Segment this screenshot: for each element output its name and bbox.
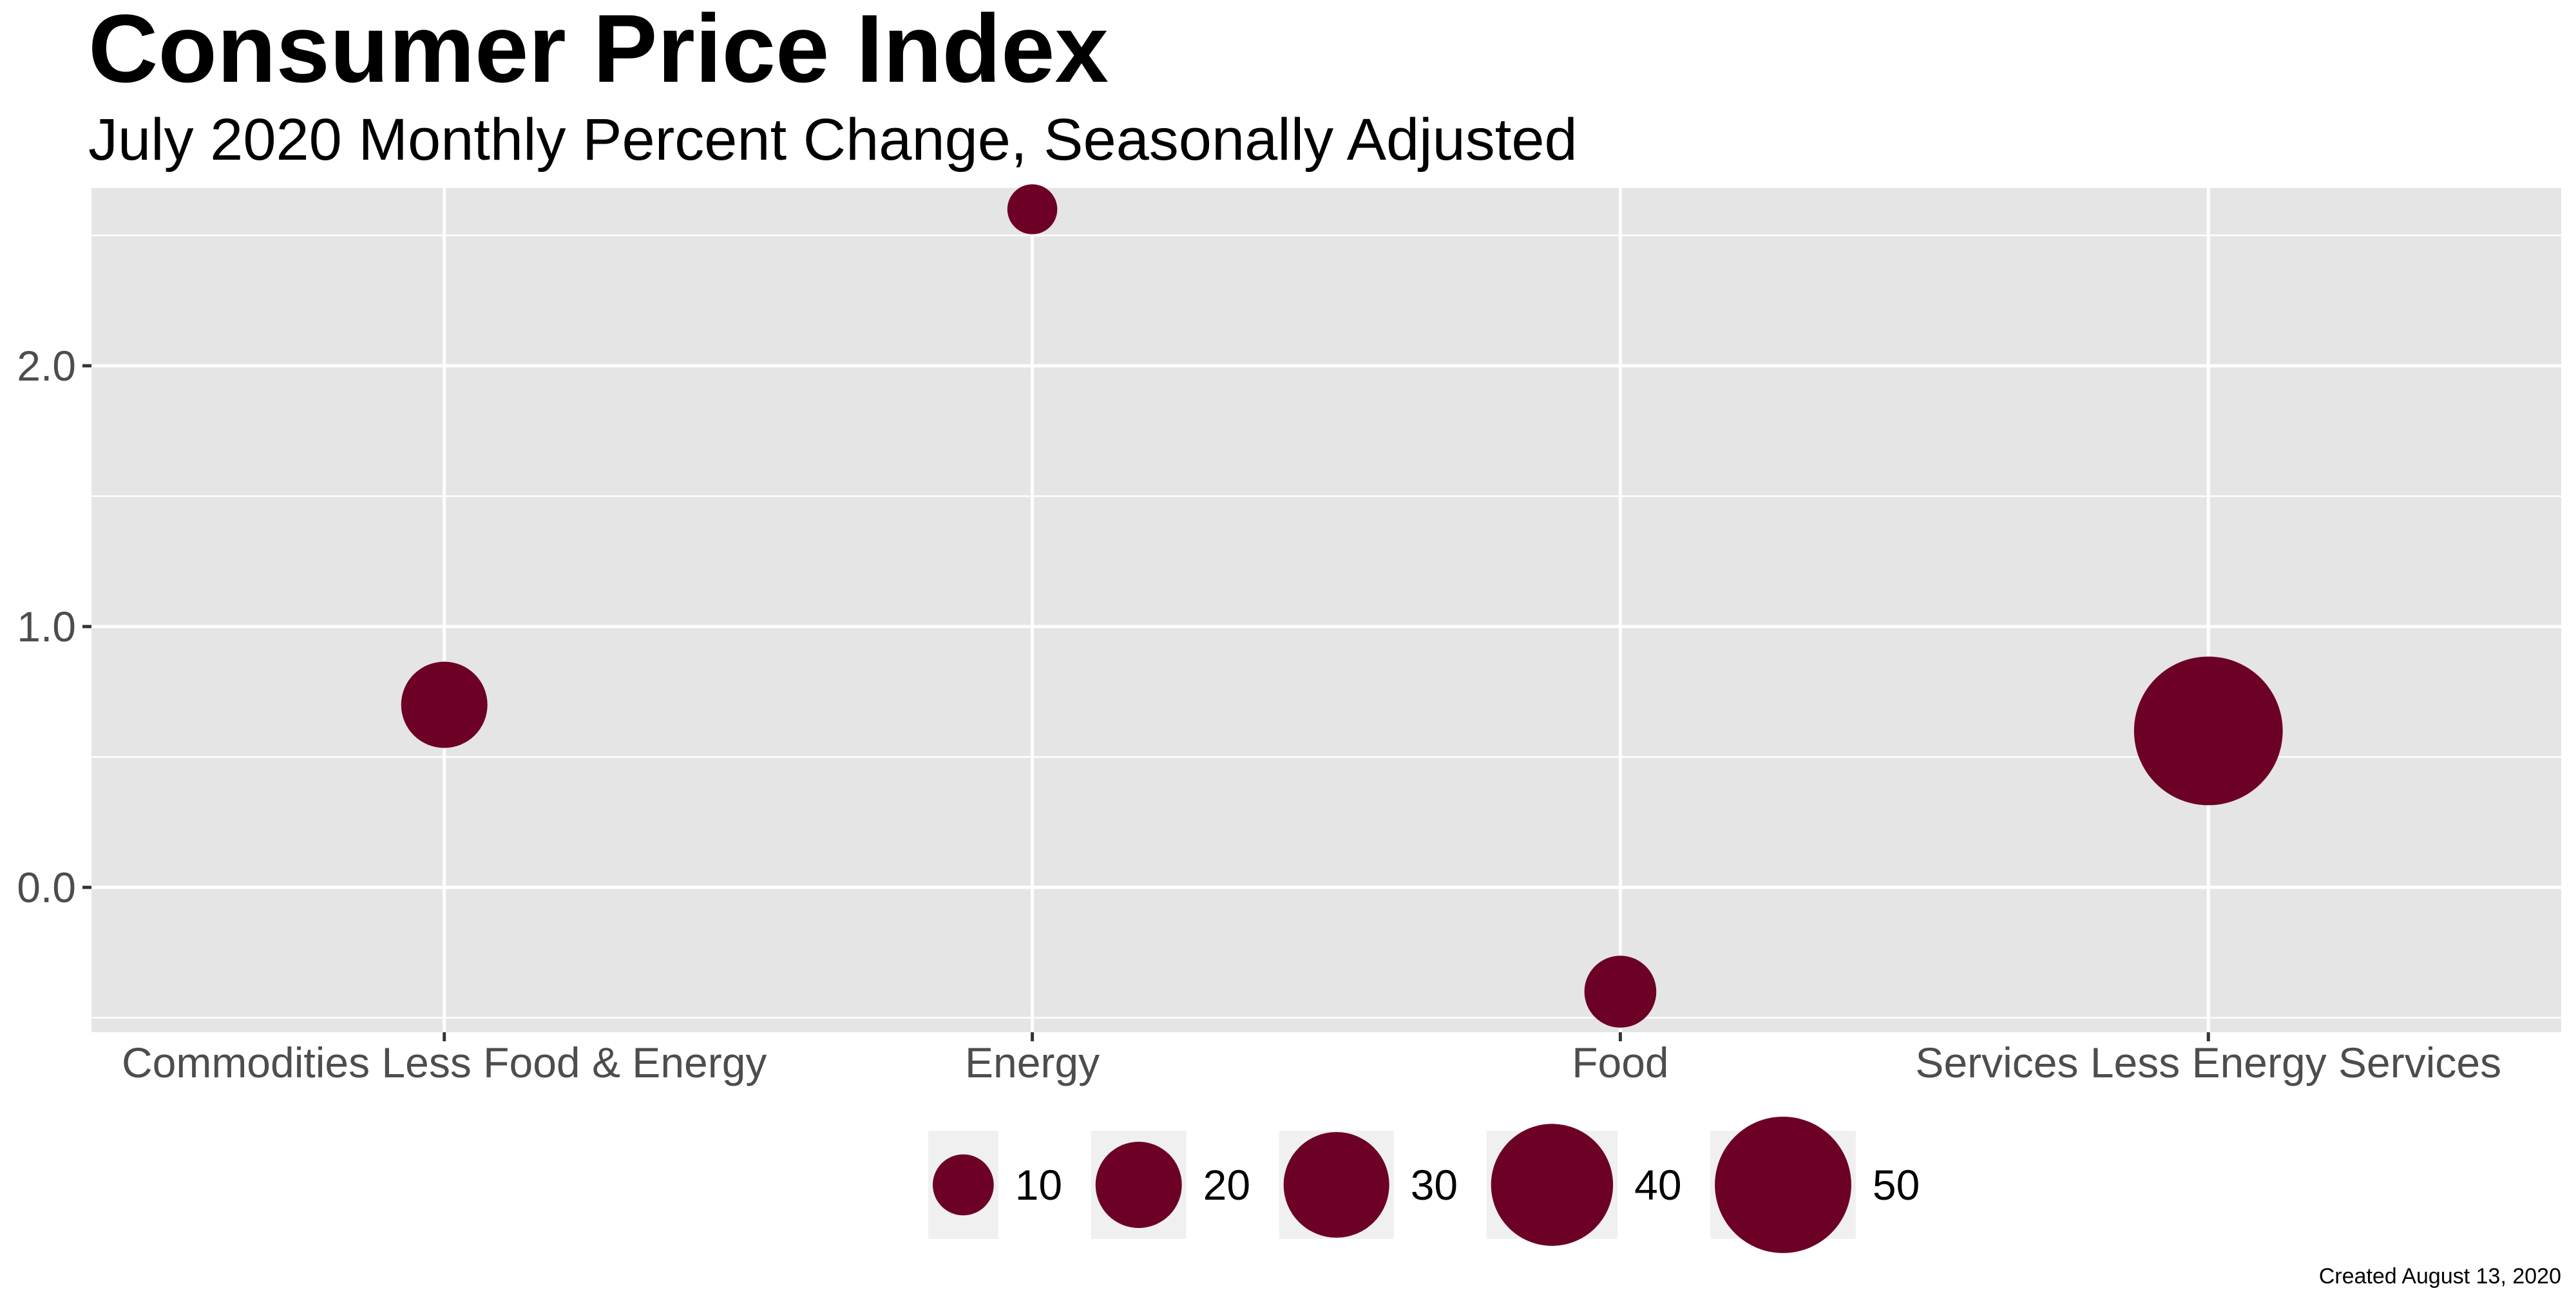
data-point-3 xyxy=(2133,656,2283,806)
legend-label-1: 20 xyxy=(1203,1161,1250,1209)
axis-ticks xyxy=(82,364,2210,1041)
chart-subtitle: July 2020 Monthly Percent Change, Season… xyxy=(88,107,1578,173)
y-tick-label-1: 1.0 xyxy=(17,603,76,650)
plot-panel xyxy=(91,188,2561,1032)
legend-symbol-1 xyxy=(1095,1142,1182,1228)
grid-lines xyxy=(91,188,2561,1032)
data-point-2 xyxy=(1584,956,1657,1028)
x-tick-label-3: Services Less Energy Services xyxy=(1915,1039,2501,1086)
data-points xyxy=(401,184,2283,1028)
data-point-0 xyxy=(401,661,488,748)
y-axis-tick-labels: 0.0 1.0 2.0 xyxy=(17,342,76,911)
size-legend: 10 20 30 40 50 xyxy=(928,1117,1920,1253)
x-tick-label-1: Energy xyxy=(965,1039,1100,1086)
legend-label-4: 50 xyxy=(1873,1161,1920,1209)
y-tick-label-2: 2.0 xyxy=(17,342,76,390)
x-tick-label-0: Commodities Less Food & Energy xyxy=(122,1039,767,1086)
x-axis-tick-labels: Commodities Less Food & Energy Energy Food… xyxy=(122,1039,2501,1086)
chart-caption: Created August 13, 2020 xyxy=(2319,1264,2561,1289)
legend-symbol-2 xyxy=(1283,1131,1389,1238)
x-tick-label-2: Food xyxy=(1572,1039,1668,1086)
legend-label-2: 30 xyxy=(1411,1161,1458,1209)
legend-label-0: 10 xyxy=(1015,1161,1062,1209)
y-tick-label-0: 0.0 xyxy=(17,864,76,911)
legend-symbol-0 xyxy=(933,1154,994,1216)
chart-title: Consumer Price Index xyxy=(88,0,1109,102)
legend-symbol-4 xyxy=(1715,1117,1851,1253)
legend-label-3: 40 xyxy=(1634,1161,1681,1209)
legend-symbol-3 xyxy=(1491,1124,1614,1246)
data-point-1 xyxy=(1007,184,1058,234)
